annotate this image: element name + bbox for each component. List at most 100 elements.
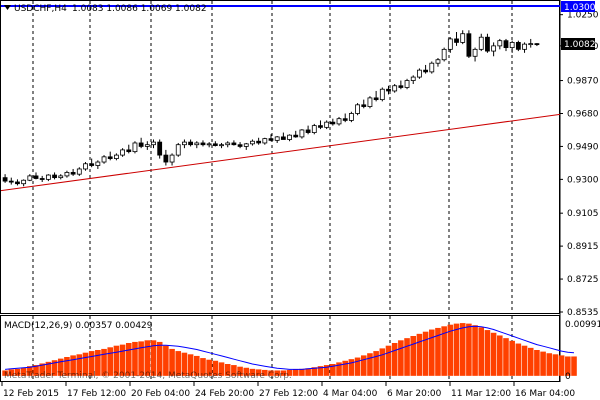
candle: [157, 139, 163, 159]
candle-body: [70, 172, 76, 175]
time-tick-label: 27 Feb 12:00: [259, 389, 318, 399]
price-tick-label: 0.9300: [567, 175, 599, 185]
candle: [404, 78, 410, 90]
candle: [460, 30, 466, 45]
candle-body: [114, 154, 119, 159]
candle: [324, 120, 330, 130]
candle: [219, 142, 224, 149]
macd-bar: [330, 364, 336, 376]
macd-bar: [125, 343, 132, 376]
macd-bar: [76, 354, 83, 376]
candle: [237, 142, 243, 149]
candle: [472, 47, 478, 62]
macd-bar: [360, 355, 367, 376]
macd-bar: [447, 324, 454, 376]
candle-body: [27, 175, 33, 181]
candle-body: [355, 104, 360, 114]
candle: [478, 33, 484, 52]
macd-bar: [453, 323, 460, 376]
macd-bar: [428, 329, 435, 376]
candle-body: [522, 43, 527, 50]
price-pane[interactable]: [0, 0, 560, 314]
macd-bar: [422, 331, 429, 376]
candle: [76, 167, 82, 176]
candle-body: [126, 149, 132, 153]
candle-body: [58, 175, 64, 179]
candle: [280, 132, 286, 140]
macd-bar: [336, 362, 342, 376]
chevron-down-icon[interactable]: [4, 5, 11, 10]
candle-body: [429, 62, 435, 73]
macd-bar: [373, 351, 379, 376]
candle-body: [206, 143, 212, 146]
macd-bar: [299, 368, 305, 376]
candle-body: [497, 40, 503, 47]
candle-body: [163, 154, 169, 163]
candle-body: [373, 97, 379, 101]
candle-body: [361, 104, 367, 107]
candle-body: [107, 156, 113, 159]
candle: [39, 175, 45, 182]
macd-bar: [8, 369, 15, 376]
macd-bar: [540, 351, 546, 376]
macd-bar: [292, 369, 299, 376]
time-gridlines: [32, 1, 513, 381]
macd-bar: [459, 323, 466, 376]
candle: [485, 33, 490, 53]
macd-bar: [243, 367, 250, 376]
candle: [132, 141, 138, 154]
macd-bar: [280, 370, 287, 376]
macd-bar: [546, 353, 553, 376]
candle-body: [45, 174, 51, 180]
macd-bar: [2, 370, 8, 376]
macd-bar: [466, 323, 472, 376]
time-axis-labels: 12 Feb 2015 17 Feb 12:00 20 Feb 04:00 24 Fe…: [1, 382, 575, 399]
macd-bar: [509, 340, 515, 376]
trendline-line[interactable]: [0, 113, 561, 192]
candle-body: [33, 175, 39, 179]
macd-bar: [169, 348, 175, 376]
candle: [212, 141, 218, 147]
candle-body: [64, 172, 70, 177]
macd-bar: [490, 332, 497, 376]
candle-body: [417, 69, 422, 78]
candle-body: [52, 174, 57, 179]
candle: [182, 139, 187, 149]
macd-bar: [82, 352, 89, 376]
macd-header: MACD(12,26,9) 0.00357 0.00429: [4, 321, 153, 331]
hline-price-label: 1.0300: [564, 3, 596, 13]
candle: [169, 153, 175, 166]
macd-bar: [367, 353, 373, 376]
macd-bar: [515, 343, 522, 376]
candle: [367, 96, 373, 109]
candle: [64, 170, 70, 178]
candle: [491, 42, 497, 57]
price-tick-label: 0.9105: [567, 209, 599, 219]
candle-body: [324, 121, 330, 128]
macd-bar: [342, 360, 348, 376]
macd-bar: [64, 357, 70, 376]
macd-bar: [212, 360, 219, 376]
macd-bar: [45, 361, 52, 376]
macd-bar: [317, 366, 324, 376]
candle-body: [318, 125, 323, 128]
candle-body: [89, 163, 95, 166]
candle-body: [435, 59, 441, 64]
candle-body: [76, 168, 82, 175]
copyright-text: MetaTrader Terminal, © 2001-2014, MetaQu…: [4, 371, 292, 381]
time-tick-label: 11 Mar 12:00: [451, 389, 511, 399]
trendline[interactable]: [0, 113, 561, 192]
candle-body: [132, 142, 138, 153]
candle-body: [274, 136, 280, 141]
candle: [250, 139, 255, 146]
candle: [305, 125, 311, 135]
candle: [361, 99, 367, 109]
candle-body: [398, 85, 404, 88]
candle: [392, 84, 398, 93]
candle-body: [491, 45, 497, 52]
candle: [515, 40, 521, 52]
macd-bar: [379, 348, 386, 376]
candle: [311, 123, 317, 135]
macd-bar: [70, 355, 76, 376]
